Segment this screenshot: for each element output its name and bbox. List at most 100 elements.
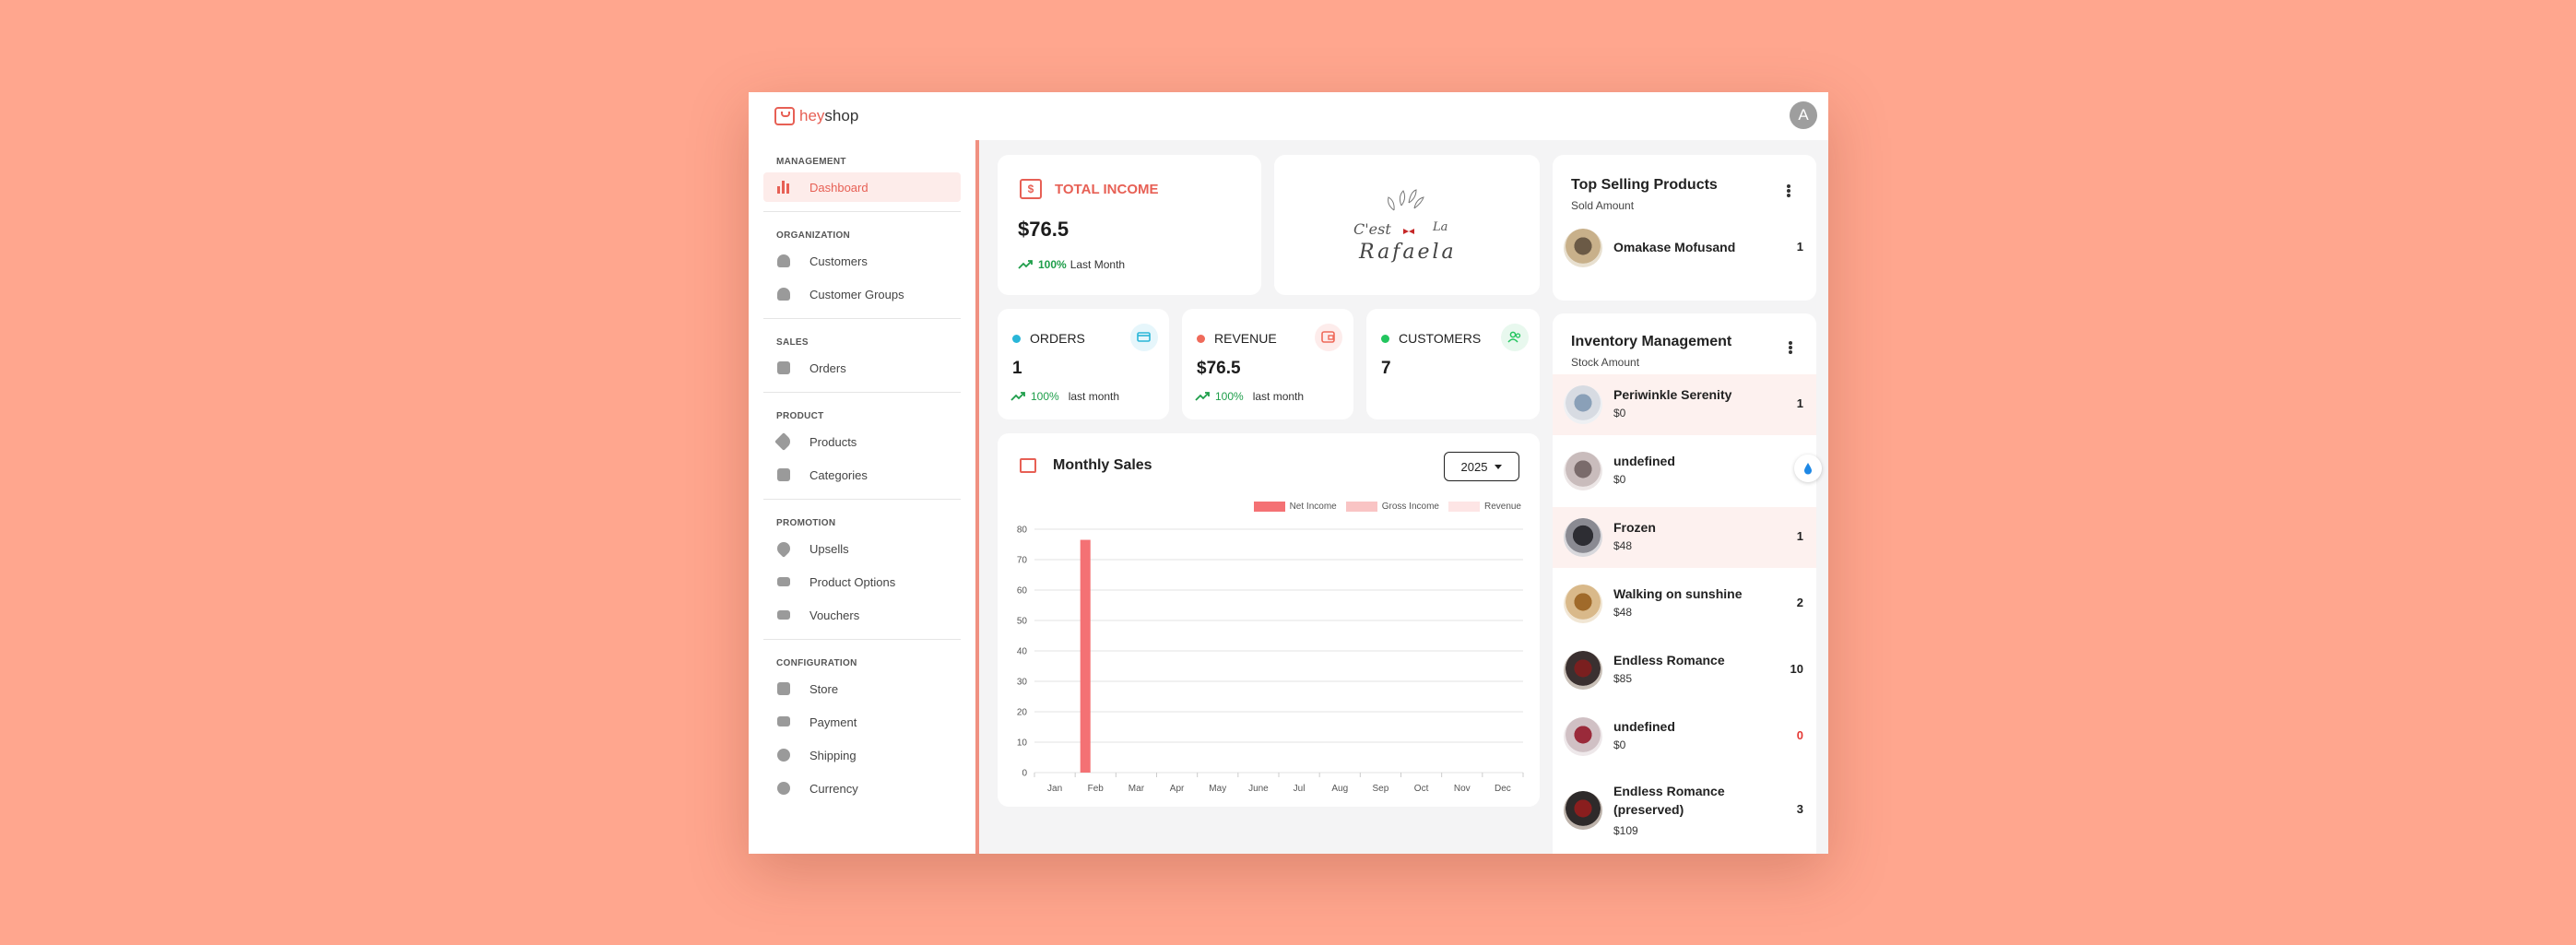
monthly-sales-card: Monthly Sales 2025 Net Income Gross Inco… [998, 433, 1540, 807]
logo-hey: hey [799, 107, 825, 124]
section-sales: SALES [776, 337, 809, 348]
revenue-title: REVENUE [1214, 331, 1277, 346]
sidebar-item-shipping[interactable]: Shipping [763, 740, 961, 770]
trend-percent: 100% [1038, 258, 1067, 271]
sidebar-item-customers[interactable]: Customers [763, 246, 961, 276]
avatar[interactable]: A [1790, 101, 1817, 129]
sidebar-item-vouchers[interactable]: Vouchers [763, 600, 961, 630]
trend-percent: 100% [1031, 390, 1059, 403]
product-thumbnail [1564, 229, 1602, 267]
product-price: $0 [1613, 473, 1626, 486]
y-tick-label: 10 [1017, 738, 1028, 749]
product-price: $0 [1613, 738, 1626, 751]
revenue-trend: 100% last month [1195, 390, 1304, 403]
person-icon [777, 254, 790, 267]
x-tick-label: Mar [1128, 784, 1145, 793]
sidebar-item-dashboard[interactable]: Dashboard [763, 172, 961, 202]
divider [763, 499, 961, 500]
sidebar-item-label: Currency [809, 781, 858, 796]
total-income-title: TOTAL INCOME [1055, 181, 1159, 197]
divider [763, 639, 961, 640]
product-qty: 10 [1790, 662, 1803, 676]
sidebar-item-upsells[interactable]: Upsells [763, 534, 961, 563]
orders-header: ORDERS [1012, 331, 1085, 346]
sidebar-item-products[interactable]: Products [763, 427, 961, 456]
sidebar-item-categories[interactable]: Categories [763, 460, 961, 490]
more-options-icon[interactable] [1789, 341, 1792, 354]
wallet-icon [1315, 324, 1342, 351]
x-tick-label: Apr [1170, 784, 1185, 793]
list-item[interactable]: Frozen $48 1 [1553, 507, 1816, 568]
legend-revenue[interactable]: Revenue [1448, 502, 1521, 512]
orders-title: ORDERS [1030, 331, 1085, 346]
product-name: Endless Romance (preserved) [1613, 784, 1725, 817]
sidebar-item-label: Payment [809, 715, 857, 729]
sidebar-item-label: Shipping [809, 748, 857, 762]
trending-up-icon [1195, 392, 1210, 401]
inventory-card: Inventory Management Stock Amount Periwi… [1553, 313, 1816, 854]
list-item[interactable]: undefined $0 1 [1553, 441, 1816, 502]
product-qty: 0 [1796, 728, 1803, 742]
year-select-value: 2025 [1460, 459, 1488, 474]
legend-label: Gross Income [1381, 502, 1439, 512]
list-item[interactable]: Endless Romance $85 10 [1553, 640, 1816, 701]
total-income-card: $ TOTAL INCOME $76.5 100% Last Month [998, 155, 1261, 295]
divider [763, 318, 961, 319]
customers-dot [1381, 334, 1389, 343]
y-tick-label: 60 [1017, 586, 1028, 597]
droplet-icon [1804, 463, 1812, 475]
revenue-value: $76.5 [1197, 359, 1241, 378]
users-icon [1501, 324, 1529, 351]
orders-trend: 100% last month [1010, 390, 1119, 403]
list-item[interactable]: Periwinkle Serenity $0 1 [1553, 374, 1816, 435]
list-item[interactable]: Endless Romance (preserved) $109 3 [1553, 773, 1816, 850]
section-organization: ORGANIZATION [776, 230, 851, 241]
y-tick-label: 40 [1017, 647, 1028, 657]
sidebar-item-label: Categories [809, 467, 868, 482]
product-thumbnail [1564, 452, 1602, 490]
legend-label: Net Income [1289, 502, 1337, 512]
x-tick-label: Sep [1373, 784, 1389, 793]
chart-icon [1020, 458, 1036, 473]
list-item[interactable]: Omakase Mofusand 1 [1553, 227, 1816, 269]
list-item[interactable]: Walking on sunshine $48 2 [1553, 573, 1816, 634]
product-name: Walking on sunshine [1613, 586, 1743, 601]
product-thumbnail [1564, 651, 1602, 690]
product-thumbnail [1564, 518, 1602, 557]
product-qty: 3 [1796, 802, 1803, 816]
sidebar-item-product-options[interactable]: Product Options [763, 567, 961, 597]
sidebar-item-orders[interactable]: Orders [763, 353, 961, 383]
monthly-sales-title: Monthly Sales [1053, 457, 1152, 473]
revenue-dot [1197, 334, 1205, 343]
x-tick-label: Feb [1088, 784, 1105, 793]
sidebar-item-payment[interactable]: Payment [763, 707, 961, 737]
legend-swatch [1253, 502, 1285, 512]
product-name: undefined [1613, 719, 1675, 734]
revenue-header: REVENUE [1197, 331, 1277, 346]
top-selling-subtitle: Sold Amount [1571, 199, 1635, 212]
sidebar-item-label: Product Options [809, 574, 896, 589]
customers-value: 7 [1381, 359, 1391, 378]
year-select[interactable]: 2025 [1444, 452, 1519, 481]
sidebar-item-currency[interactable]: Currency [763, 774, 961, 803]
product-qty: 1 [1796, 529, 1803, 543]
product-name: undefined [1613, 454, 1675, 468]
list-item[interactable]: undefined $0 0 [1553, 706, 1816, 767]
legend-label: Revenue [1483, 502, 1521, 512]
card-plus-icon [1130, 324, 1158, 351]
store-logo-card: C'est La Rafaela [1274, 155, 1540, 295]
legend-gross-income[interactable]: Gross Income [1345, 502, 1439, 512]
product-price: $48 [1613, 606, 1633, 619]
logo[interactable]: heyshop [774, 107, 858, 125]
more-options-icon[interactable] [1787, 184, 1790, 197]
divider [763, 211, 961, 212]
sidebar-item-store[interactable]: Store [763, 674, 961, 703]
sidebar-item-label: Store [809, 681, 839, 696]
section-promotion: PROMOTION [776, 518, 836, 528]
sidebar-item-customer-groups[interactable]: Customer Groups [763, 279, 961, 309]
floating-help-button[interactable] [1794, 455, 1822, 482]
y-tick-label: 0 [1022, 769, 1027, 779]
legend-net-income[interactable]: Net Income [1253, 502, 1337, 512]
product-thumbnail [1564, 717, 1602, 756]
product-price: $85 [1613, 672, 1633, 685]
